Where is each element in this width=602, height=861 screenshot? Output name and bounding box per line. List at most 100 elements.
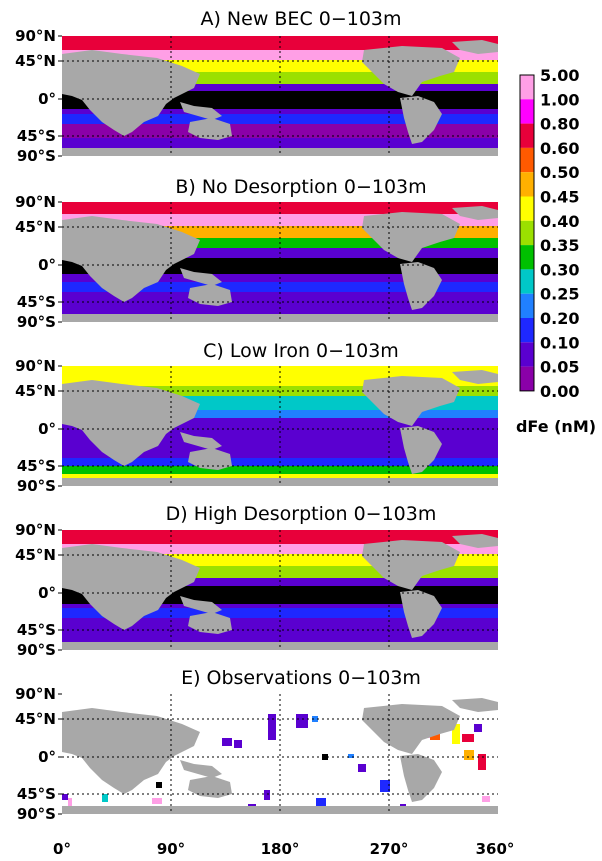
panel-title-a: A) New BEC 0−103m — [200, 8, 401, 30]
observation-point — [268, 714, 276, 740]
lon-label-270: 270° — [370, 840, 409, 858]
panel-title-c: C) Low Iron 0−103m — [203, 340, 399, 362]
colorbar-tick-label: 0.45 — [540, 188, 579, 207]
observation-point — [316, 798, 326, 806]
colorbar-tick-label: 0.10 — [540, 333, 579, 352]
lat-label: 45°N — [15, 546, 56, 564]
observation-point — [478, 754, 486, 770]
map-panel-a: 90°N 45°N 0° 45°S 90°S — [15, 27, 498, 165]
field-band — [62, 466, 498, 474]
lat-label: 45°N — [15, 382, 56, 400]
observation-point — [464, 750, 474, 760]
observation-point — [222, 738, 232, 746]
colorbar-tick-label: 1.00 — [540, 90, 579, 109]
colorbar-segment — [520, 293, 534, 318]
observation-point — [62, 794, 68, 800]
colorbar-segment — [520, 366, 534, 391]
colorbar-unit-label: dFe (nM) — [516, 417, 596, 436]
lat-label: 45°S — [17, 621, 56, 639]
observation-point — [358, 764, 366, 772]
panel-title-e: E) Observations 0−103m — [181, 667, 421, 689]
lat-label: 0° — [38, 420, 56, 438]
observation-point — [452, 724, 460, 744]
colorbar-tick-label: 0.00 — [540, 382, 579, 401]
colorbar-segment — [520, 220, 534, 246]
panel-title-b: B) No Desorption 0−103m — [175, 176, 426, 198]
colorbar-segment — [520, 99, 534, 124]
observation-point — [264, 790, 270, 800]
lat-label: 90°S — [17, 641, 56, 659]
lon-label-0: 0° — [53, 840, 71, 858]
colorbar-tick-label: 0.25 — [540, 285, 579, 304]
colorbar-segment — [520, 75, 534, 100]
lat-label: 0° — [38, 256, 56, 274]
observation-point — [380, 780, 390, 792]
colorbar-tick-label: 0.20 — [540, 309, 579, 328]
lon-label-180: 180° — [261, 840, 300, 858]
map-panel-b: 90°N 45°N 0° 45°S 90°S — [15, 193, 498, 331]
map-panel-d: 90°N 45°N 0° 45°S 90°S — [15, 521, 498, 659]
lat-label: 45°N — [15, 52, 56, 70]
colorbar-segment — [520, 318, 534, 343]
colorbar-frame — [519, 74, 535, 392]
colorbar-segment — [520, 342, 534, 367]
observation-point — [234, 740, 242, 748]
colorbar-tick-label: 5.00 — [540, 66, 579, 85]
observation-point — [312, 716, 318, 722]
map-panel-c: 90°N 45°N 0° 45°S 90°S — [15, 357, 498, 495]
colorbar-segment — [520, 147, 534, 173]
colorbar-tick-label: 0.80 — [540, 115, 579, 134]
colorbar-segment — [520, 245, 534, 270]
field-band — [62, 114, 498, 124]
lat-label: 0° — [38, 584, 56, 602]
lat-label: 90°S — [17, 313, 56, 331]
lat-label: 0° — [38, 748, 56, 766]
observation-point — [474, 724, 482, 732]
lat-label: 0° — [38, 90, 56, 108]
colorbar-tick-label: 0.40 — [540, 212, 579, 231]
lat-label: 90°N — [15, 357, 56, 375]
lat-label: 45°S — [17, 293, 56, 311]
field-band — [62, 50, 498, 60]
colorbar-tick-label: 0.60 — [540, 139, 579, 158]
lat-label: 90°N — [15, 521, 56, 539]
lat-label: 45°N — [15, 218, 56, 236]
lon-label-90: 90° — [157, 840, 185, 858]
panel-title-d: D) High Desorption 0−103m — [166, 503, 437, 525]
lat-label: 45°S — [17, 127, 56, 145]
lat-label: 90°S — [17, 805, 56, 823]
field-band — [62, 410, 498, 418]
observation-point — [348, 754, 354, 758]
lat-label: 90°N — [15, 193, 56, 211]
map-panels: 90°N45°N0°45°S90°S90°N45°N0°45°S90°S90°N… — [15, 27, 498, 823]
observation-point — [462, 734, 474, 742]
colorbar-tick-label: 0.35 — [540, 236, 579, 255]
lat-label: 45°N — [15, 710, 56, 728]
lat-label: 90°N — [15, 685, 56, 703]
observation-point — [322, 754, 328, 760]
field-band — [62, 608, 498, 618]
lat-label: 90°N — [15, 27, 56, 45]
colorbar: 5.00 1.00 0.80 0.60 0.50 0.45 0.40 0.35 0.30 0.25… — [519, 66, 579, 401]
field-band — [62, 544, 498, 554]
lat-label: 90°S — [17, 147, 56, 165]
lat-label: 45°S — [17, 457, 56, 475]
observation-point — [152, 798, 162, 804]
colorbar-segment — [520, 196, 534, 221]
observation-point — [482, 796, 490, 802]
colorbar-segment — [520, 172, 534, 197]
longitude-axis: 0° 90° 180° 270° 360° — [53, 840, 514, 858]
lat-label: 90°S — [17, 477, 56, 495]
lat-label: 45°S — [17, 785, 56, 803]
colorbar-segment — [520, 269, 534, 294]
lon-label-360: 360° — [476, 840, 515, 858]
map-panel-e: 90°N 45°N 0° 45°S 90°S — [15, 685, 498, 823]
colorbar-segment — [520, 123, 534, 148]
colorbar-tick-label: 0.05 — [540, 358, 579, 377]
observation-point — [102, 794, 108, 802]
observation-point — [68, 798, 72, 806]
colorbar-tick-label: 0.30 — [540, 260, 579, 279]
observation-point — [296, 714, 308, 728]
colorbar-tick-label: 0.50 — [540, 163, 579, 182]
